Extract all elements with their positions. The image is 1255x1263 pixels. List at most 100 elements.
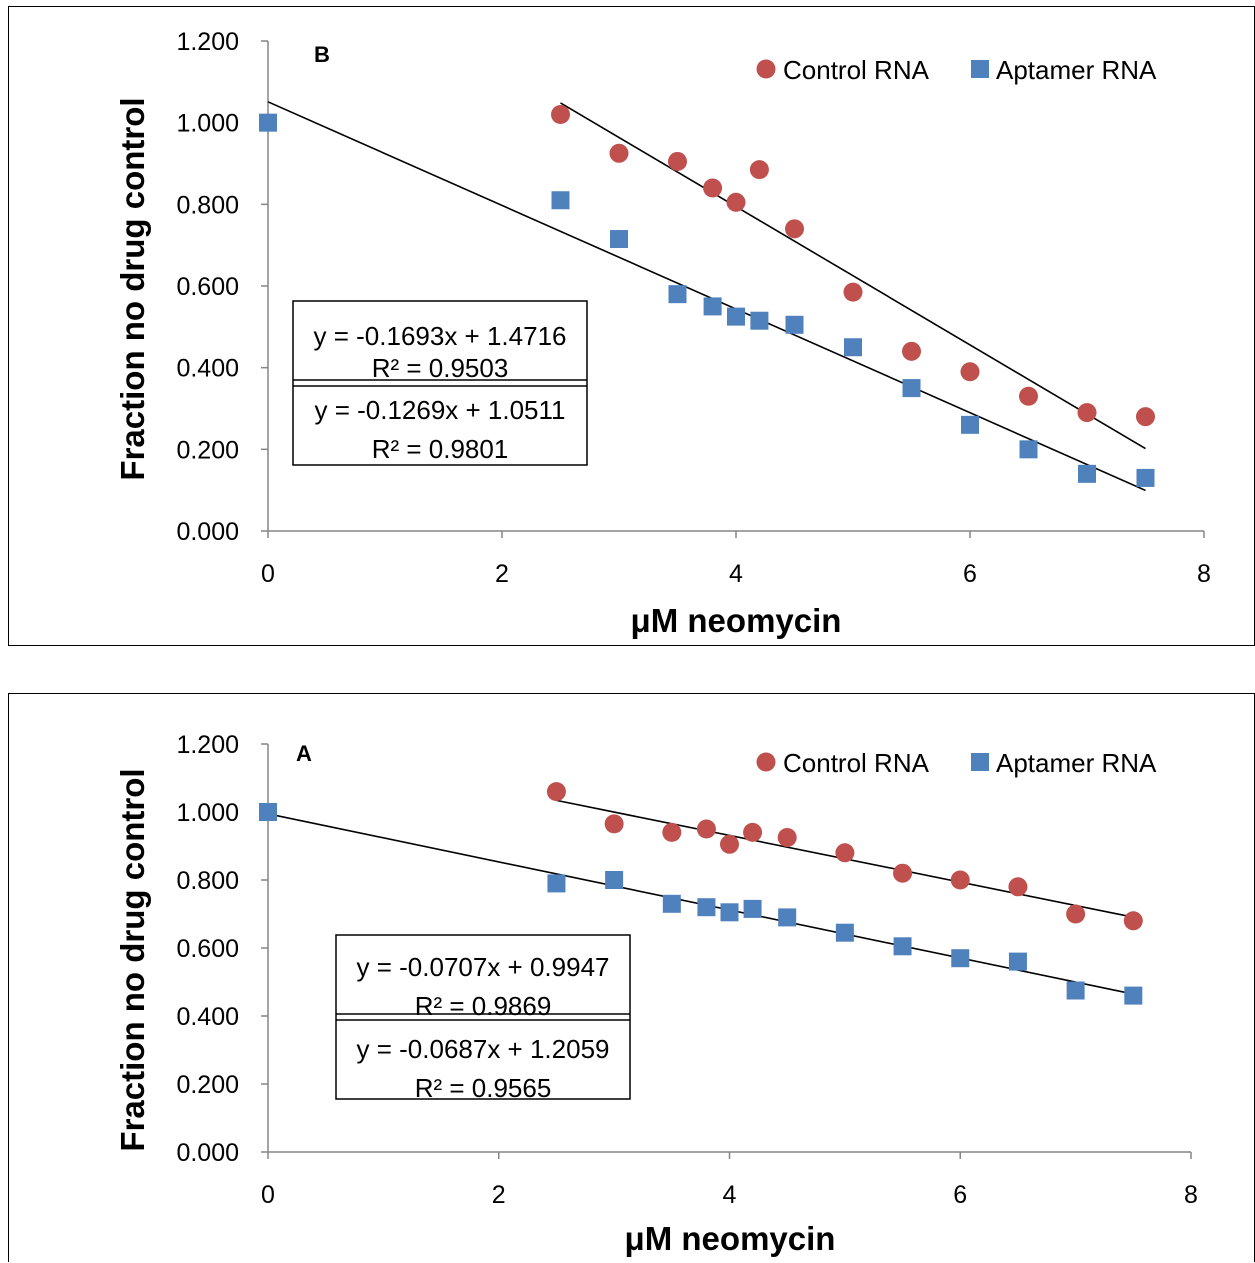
- data-point-control-rna: [1019, 386, 1038, 406]
- data-point-aptamer-rna: [902, 379, 921, 398]
- y-tick-label: 0.400: [176, 355, 239, 383]
- data-point-control-rna: [902, 341, 921, 361]
- r-squared-value: R² = 0.9565: [415, 1073, 552, 1103]
- x-tick-label: 8: [1184, 1181, 1198, 1209]
- data-point-aptamer-rna: [610, 230, 628, 249]
- data-point-aptamer-rna: [703, 297, 722, 316]
- data-point-control-rna: [893, 863, 913, 883]
- data-point-control-rna: [609, 143, 629, 163]
- data-point-aptamer-rna: [697, 898, 716, 917]
- data-point-control-rna: [703, 178, 723, 198]
- x-tick-label: 2: [492, 1181, 506, 1209]
- chart-b-svg: 0.000 0.200 0.400 0.600 0.800 1.000 1.200 0 2 4 6 8…: [114, 28, 1211, 639]
- y-axis-title: Fraction no drug control: [114, 768, 151, 1151]
- data-point-control-rna: [720, 834, 739, 854]
- data-point-aptamer-rna: [951, 949, 970, 968]
- legend-marker-control-rna: [756, 59, 776, 79]
- r-squared-value: R² = 0.9869: [415, 991, 552, 1021]
- legend-marker-control-rna: [756, 752, 776, 772]
- data-point-aptamer-rna: [1008, 952, 1027, 971]
- data-point-aptamer-rna: [743, 899, 762, 918]
- data-point-control-rna: [662, 822, 682, 842]
- data-point-aptamer-rna: [844, 338, 862, 357]
- y-axis-title: Fraction no drug control: [114, 97, 151, 480]
- data-point-aptamer-rna: [605, 871, 624, 889]
- data-point-aptamer-rna: [259, 113, 277, 132]
- trendline-equation: y = -0.1693x + 1.4716: [314, 321, 567, 351]
- data-point-control-rna: [668, 151, 687, 171]
- y-tick-label: 1.200: [176, 731, 239, 759]
- data-point-aptamer-rna: [835, 923, 854, 942]
- data-point-control-rna: [835, 843, 855, 863]
- data-point-control-rna: [777, 828, 797, 847]
- data-point-aptamer-rna: [1066, 981, 1085, 1000]
- r-squared-value: R² = 0.9801: [372, 434, 509, 464]
- x-tick-label: 4: [723, 1181, 737, 1209]
- y-tick-label: 0.400: [176, 1003, 239, 1031]
- data-point-aptamer-rna: [1019, 440, 1038, 459]
- data-point-control-rna: [950, 870, 970, 890]
- data-point-control-rna: [1077, 403, 1097, 423]
- x-tick-label: 6: [963, 560, 977, 588]
- data-point-aptamer-rna: [893, 937, 912, 956]
- x-tick-label: 0: [261, 1181, 275, 1209]
- y-tick-label: 0.600: [176, 273, 239, 301]
- data-point-aptamer-rna: [727, 307, 745, 326]
- y-tick-label: 1.000: [176, 110, 239, 138]
- data-point-aptamer-rna: [259, 803, 277, 821]
- data-point-aptamer-rna: [1078, 464, 1096, 483]
- data-point-control-rna: [1123, 911, 1143, 931]
- y-tick-label: 0.000: [176, 1139, 239, 1167]
- data-point-aptamer-rna: [961, 415, 979, 434]
- data-point-control-rna: [604, 814, 624, 834]
- trendline-control-rna: [560, 102, 1146, 450]
- y-tick-label: 0.800: [176, 867, 239, 895]
- data-point-control-rna: [749, 160, 769, 180]
- data-point-control-rna: [1136, 407, 1155, 427]
- r-squared-value: R² = 0.9503: [372, 353, 509, 383]
- x-axis-title: μM neomycin: [625, 1220, 836, 1257]
- x-tick-label: 8: [1197, 560, 1211, 588]
- data-point-aptamer-rna: [551, 191, 570, 210]
- y-tick-label: 0.800: [176, 191, 239, 219]
- y-tick-label: 0.000: [176, 518, 239, 546]
- x-tick-label: 6: [953, 1181, 967, 1209]
- trendline-equation: y = -0.0707x + 0.9947: [357, 952, 610, 982]
- legend-marker-aptamer-rna: [971, 60, 989, 78]
- data-point-aptamer-rna: [750, 311, 769, 330]
- data-point-aptamer-rna: [1136, 468, 1155, 487]
- data-point-control-rna: [785, 219, 804, 239]
- data-point-aptamer-rna: [785, 315, 804, 334]
- y-tick-label: 0.200: [176, 1071, 239, 1099]
- data-point-control-rna: [960, 362, 980, 382]
- data-point-aptamer-rna: [778, 908, 797, 927]
- data-point-control-rna: [843, 282, 863, 302]
- data-point-control-rna: [743, 822, 763, 842]
- legend-label-aptamer-rna: Aptamer RNA: [996, 55, 1157, 85]
- legend-label-control-rna: Control RNA: [783, 748, 930, 778]
- data-point-aptamer-rna: [662, 894, 681, 913]
- chart-panel-b: 0.000 0.200 0.400 0.600 0.800 1.000 1.200 0 2 4 6 8…: [8, 6, 1255, 646]
- panel-label: B: [314, 42, 330, 67]
- chart-a-svg: 0.000 0.200 0.400 0.600 0.800 1.000 1.200 0 2 4 6 8…: [114, 731, 1198, 1257]
- trendline-equation: y = -0.0687x + 1.2059: [357, 1034, 610, 1064]
- data-point-control-rna: [1008, 877, 1028, 897]
- legend-label-control-rna: Control RNA: [783, 55, 930, 85]
- trendline-aptamer-rna: [267, 101, 1146, 492]
- panel-label: A: [296, 741, 312, 766]
- y-tick-label: 0.200: [176, 436, 239, 464]
- y-tick-label: 0.600: [176, 935, 239, 963]
- y-tick-label: 1.000: [176, 799, 239, 827]
- trendline-equation: y = -0.1269x + 1.0511: [314, 395, 565, 425]
- data-point-control-rna: [546, 782, 566, 802]
- data-point-aptamer-rna: [668, 285, 687, 304]
- data-point-control-rna: [551, 105, 570, 124]
- y-tick-label: 1.200: [176, 28, 239, 56]
- chart-panel-a: 0.000 0.200 0.400 0.600 0.800 1.000 1.200 0 2 4 6 8…: [8, 693, 1255, 1262]
- equation-box: [292, 300, 588, 466]
- x-axis-title: μM neomycin: [631, 602, 842, 639]
- data-point-aptamer-rna: [720, 903, 739, 922]
- data-point-control-rna: [1066, 904, 1086, 924]
- legend-marker-aptamer-rna: [971, 753, 989, 771]
- x-tick-label: 0: [261, 560, 275, 588]
